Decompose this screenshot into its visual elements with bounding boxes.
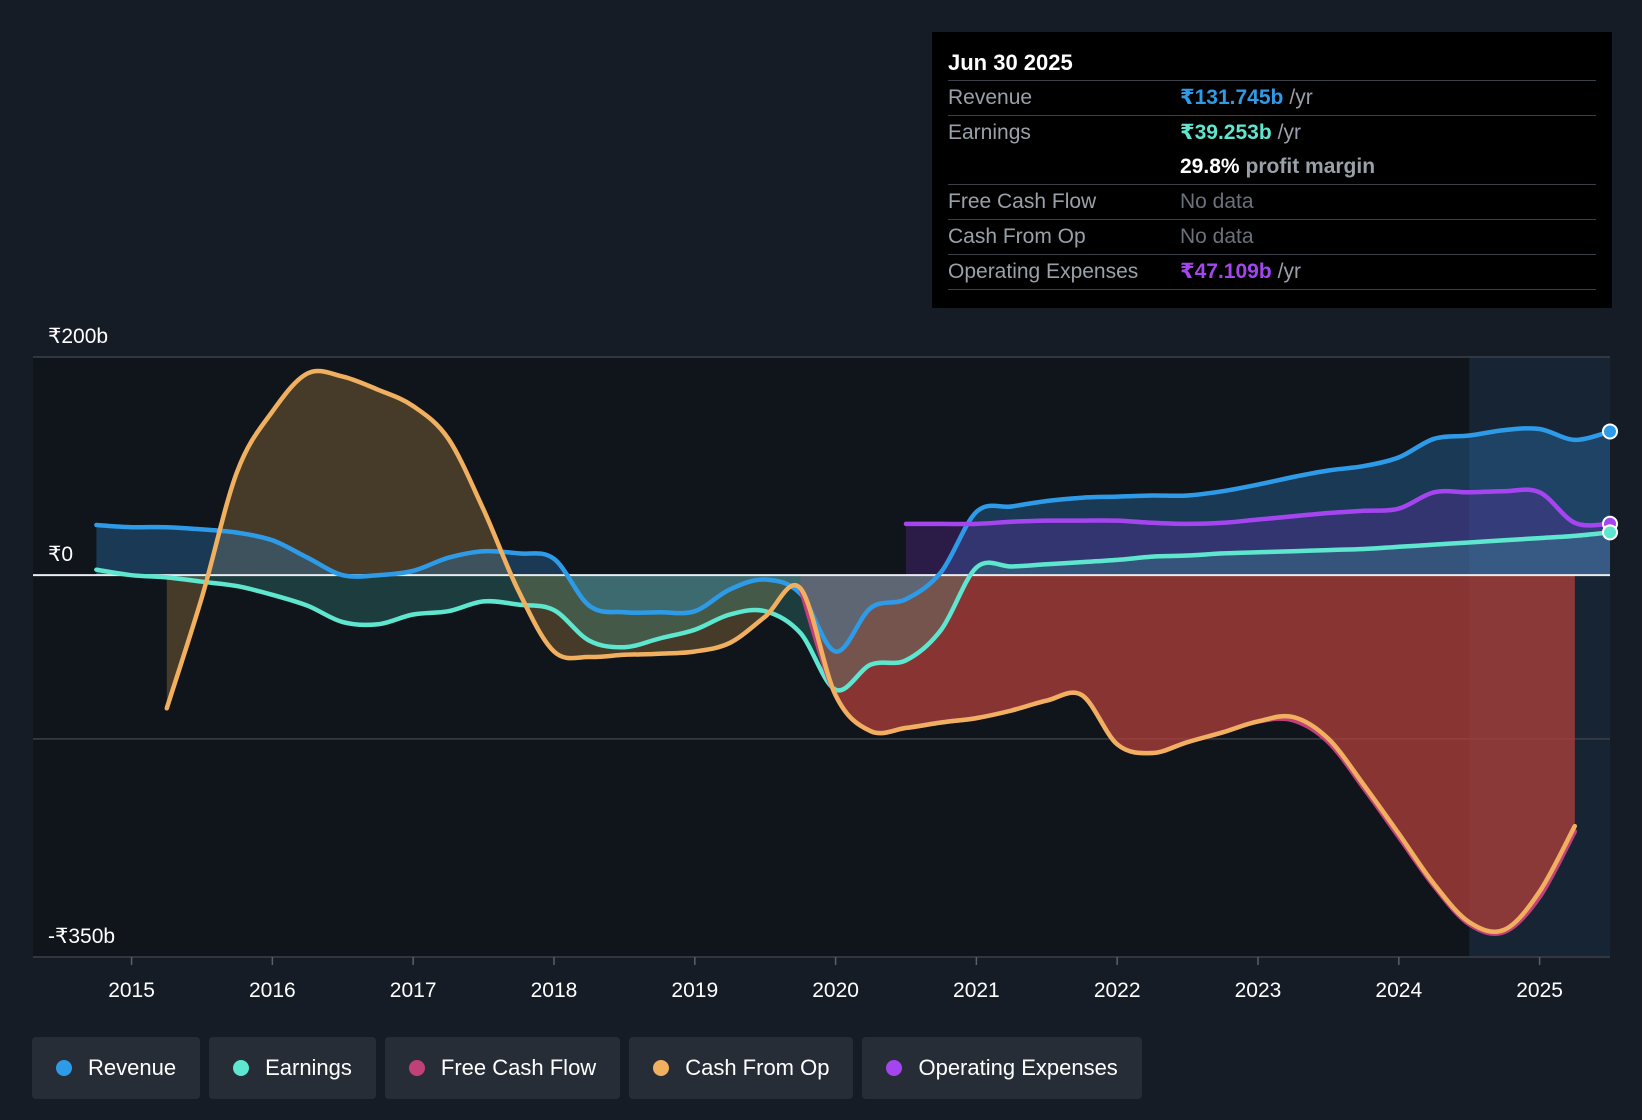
legend-label-revenue: Revenue	[88, 1055, 177, 1080]
y-tick-label: -₹350b	[48, 925, 115, 948]
x-tick-label: 2020	[812, 979, 859, 1002]
x-tick-label: 2023	[1235, 979, 1282, 1002]
earnings-line	[94, 530, 1613, 693]
tooltip-fcf-label: Free Cash Flow	[948, 190, 1097, 213]
tooltip-row-revenue: Revenue ₹131.745b/yr	[948, 81, 1596, 116]
cash-from-op-dot-icon	[653, 1060, 670, 1076]
legend: Revenue Earnings Free Cash Flow Cash Fro…	[32, 1037, 1142, 1099]
operating-expenses-line	[903, 487, 1613, 528]
free-cash-flow-dot-icon	[408, 1060, 425, 1076]
earnings-dot-icon	[233, 1060, 250, 1076]
tooltip-row-earnings: Earnings ₹39.253b/yr	[948, 116, 1596, 150]
operating-expenses-dot-icon	[886, 1060, 903, 1076]
legend-item-earnings[interactable]: Earnings	[209, 1037, 376, 1099]
x-tick-label: 2022	[1094, 979, 1141, 1002]
tooltip-earnings-label: Earnings	[948, 121, 1031, 144]
tooltip-opex-unit: /yr	[1277, 260, 1301, 283]
legend-label-free-cash-flow: Free Cash Flow	[440, 1055, 597, 1080]
operating-expenses-area	[906, 489, 1610, 576]
revenue-area	[96, 428, 1610, 652]
tooltip-row-fcf: Free Cash Flow No data	[948, 185, 1596, 220]
legend-item-revenue[interactable]: Revenue	[32, 1037, 201, 1099]
legend-label-operating-expenses: Operating Expenses	[918, 1055, 1118, 1080]
x-tick-label: 2024	[1375, 979, 1422, 1002]
legend-label-cash-from-op: Cash From Op	[685, 1055, 830, 1080]
tooltip-cfo-label: Cash From Op	[948, 225, 1086, 248]
tooltip-row-margin: 29.8% profit margin	[948, 150, 1596, 185]
tooltip-revenue-label: Revenue	[948, 86, 1033, 109]
legend-label-earnings: Earnings	[265, 1055, 352, 1080]
x-tick-label: 2019	[671, 979, 718, 1002]
x-tick-label: 2018	[531, 979, 578, 1002]
tooltip-panel: Jun 30 2025 Revenue ₹131.745b/yr Earning…	[932, 32, 1612, 308]
tooltip-cfo-value: No data	[1180, 225, 1254, 248]
x-tick-label: 2016	[249, 979, 296, 1002]
tooltip-date: Jun 30 2025	[948, 46, 1596, 81]
tooltip-earnings-value: ₹39.253b	[1180, 121, 1272, 144]
tooltip-row-opex: Operating Expenses ₹47.109b/yr	[948, 255, 1596, 290]
legend-item-cash-from-op[interactable]: Cash From Op	[629, 1037, 854, 1099]
legend-item-operating-expenses[interactable]: Operating Expenses	[862, 1037, 1142, 1099]
tooltip-earnings-unit: /yr	[1277, 121, 1301, 144]
tooltip-margin-text: profit margin	[1245, 155, 1376, 178]
free-cash-flow-area	[800, 575, 1575, 934]
earnings-area	[96, 532, 1610, 691]
y-tick-label: ₹200b	[48, 325, 108, 348]
tooltip-row-cfo: Cash From Op No data	[948, 220, 1596, 255]
revenue-dot-icon	[56, 1060, 72, 1076]
x-tick-label: 2021	[953, 979, 1000, 1002]
legend-item-free-cash-flow[interactable]: Free Cash Flow	[384, 1037, 621, 1099]
tooltip-fcf-value: No data	[1180, 190, 1254, 213]
tooltip-revenue-unit: /yr	[1289, 86, 1313, 109]
x-tick-label: 2025	[1516, 979, 1563, 1002]
earnings-end-marker	[1602, 524, 1618, 541]
y-tick-label: ₹0	[48, 543, 73, 566]
tooltip-opex-label: Operating Expenses	[948, 260, 1139, 283]
cash-from-op-line	[164, 368, 1578, 934]
tooltip-opex-value: ₹47.109b	[1180, 260, 1272, 283]
revenue-end-marker	[1602, 423, 1618, 440]
x-tick-label: 2017	[390, 979, 437, 1002]
tooltip-margin-value: 29.8%	[1180, 155, 1240, 178]
tooltip-revenue-value: ₹131.745b	[1180, 86, 1284, 109]
revenue-line	[94, 426, 1613, 654]
x-tick-label: 2015	[108, 979, 155, 1002]
